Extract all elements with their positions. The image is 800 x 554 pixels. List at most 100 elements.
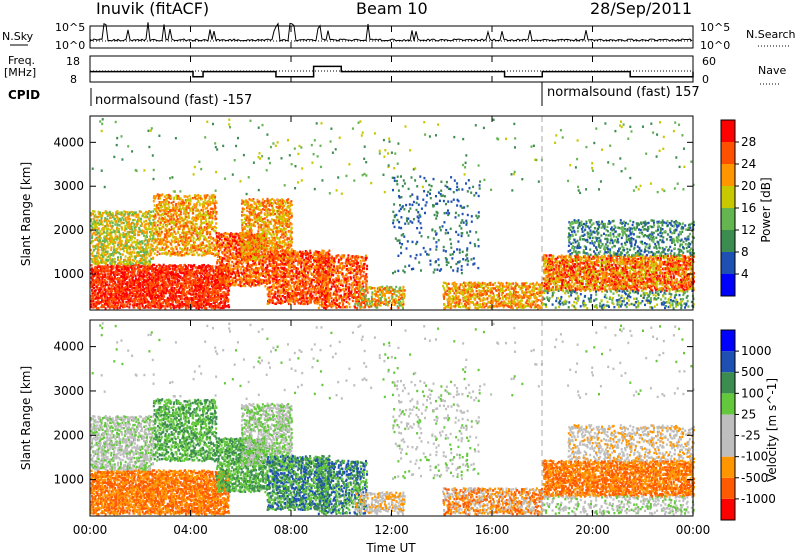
power-dot	[244, 266, 247, 270]
power-dot	[110, 285, 113, 289]
power-dot	[140, 224, 143, 227]
power-dot	[207, 278, 210, 281]
beam-title: Beam 10	[356, 0, 428, 18]
power-dot	[119, 248, 122, 251]
power-dot	[157, 241, 160, 244]
power-dot	[160, 265, 163, 268]
cpid-label: CPID	[8, 88, 40, 102]
power-dot	[143, 297, 146, 300]
power-dot	[138, 264, 141, 267]
power-dot	[204, 299, 207, 303]
power-dot	[195, 238, 198, 241]
power-dot	[142, 212, 145, 216]
power-dot	[243, 214, 246, 217]
power-dot	[183, 302, 186, 306]
power-dot	[144, 249, 147, 252]
power-dot	[161, 212, 164, 215]
power-dot	[278, 208, 281, 212]
power-dot	[171, 289, 174, 292]
power-dot	[123, 276, 126, 280]
power-dot	[196, 277, 199, 280]
power-dot	[94, 227, 97, 231]
power-dot	[122, 247, 124, 250]
power-dot	[127, 271, 130, 274]
power-dot	[190, 225, 193, 228]
power-dot	[221, 276, 224, 279]
power-dot	[206, 274, 209, 277]
power-dot	[166, 223, 169, 226]
power-dot	[213, 249, 216, 252]
power-dot	[260, 211, 263, 214]
power-dot	[249, 229, 252, 232]
power-dot	[275, 249, 278, 253]
power-dot	[277, 267, 280, 270]
power-dot	[238, 258, 240, 262]
power-dot	[260, 216, 263, 219]
power-dot	[193, 203, 196, 206]
power-dot	[184, 212, 187, 216]
power-dot	[258, 281, 261, 284]
power-dot	[192, 208, 195, 211]
power-dot	[211, 276, 214, 280]
power-dot	[253, 209, 256, 212]
power-dot	[267, 230, 270, 234]
power-dot	[132, 276, 135, 279]
power-dot	[145, 293, 148, 296]
power-dot	[130, 274, 133, 277]
power-dot	[134, 211, 137, 214]
power-dot	[116, 264, 119, 268]
cpid-panel: normalsound (fast) -157 normalsound (fas…	[90, 82, 700, 108]
power-dot	[207, 200, 210, 203]
power-dot	[107, 272, 109, 275]
power-dot	[266, 229, 269, 232]
power-dot	[212, 237, 215, 240]
power-dot	[115, 249, 118, 253]
power-dot	[239, 260, 242, 264]
power-dot	[107, 219, 110, 222]
power-dot	[260, 282, 263, 285]
power-dot	[95, 260, 98, 263]
power-dot	[139, 248, 142, 251]
power-dot	[228, 270, 231, 273]
power-dot	[269, 269, 272, 272]
power-dot	[94, 294, 97, 297]
power-dot	[283, 240, 285, 243]
power-dot	[264, 242, 267, 245]
power-dot	[103, 218, 106, 222]
power-dot	[259, 219, 262, 222]
power-dot	[159, 218, 162, 221]
power-dot	[144, 258, 147, 261]
power-dot	[257, 271, 260, 274]
power-dot	[104, 250, 107, 254]
power-dot	[158, 270, 161, 274]
power-dot	[267, 273, 270, 277]
power-dot	[247, 246, 250, 249]
power-dot	[96, 275, 99, 279]
power-dot	[97, 260, 100, 263]
power-dot	[97, 249, 100, 252]
power-dot	[99, 289, 102, 292]
power-dot	[194, 241, 196, 244]
power-dot	[155, 194, 158, 198]
power-dot	[146, 305, 149, 308]
power-dot	[250, 248, 253, 251]
power-dot	[257, 206, 260, 209]
power-dot	[130, 235, 133, 238]
power-dot	[122, 232, 125, 235]
power-dot	[146, 261, 149, 264]
power-dot	[272, 260, 275, 263]
power-dot	[227, 298, 230, 301]
power-dot	[217, 254, 220, 257]
power-dot	[106, 214, 109, 218]
power-dot	[110, 269, 113, 272]
power-dot	[184, 271, 187, 274]
power-dot	[169, 221, 172, 224]
power-dot	[252, 224, 255, 227]
power-dot	[222, 306, 225, 310]
power-dot	[135, 297, 137, 301]
power-dot	[122, 304, 125, 307]
power-dot	[227, 291, 230, 295]
power-dot	[239, 252, 242, 256]
power-dot	[264, 225, 267, 229]
power-dot	[97, 292, 100, 295]
